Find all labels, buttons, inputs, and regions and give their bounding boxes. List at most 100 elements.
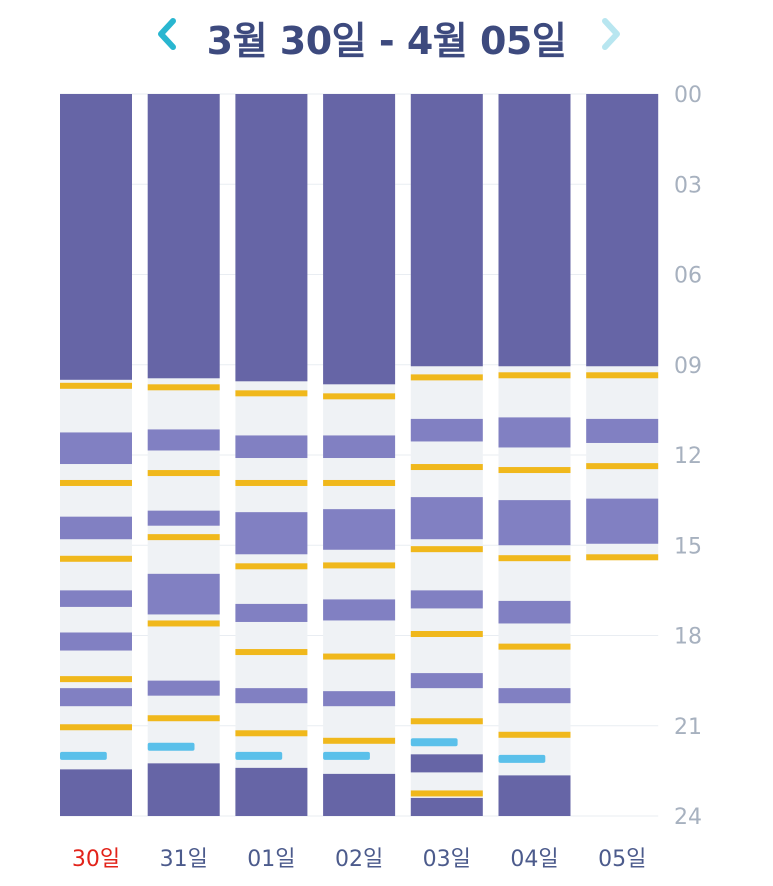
nap-block bbox=[498, 600, 571, 624]
day-label: 05일 bbox=[598, 847, 646, 872]
nap-block bbox=[235, 688, 308, 704]
nap-block bbox=[235, 435, 308, 459]
nap-block bbox=[498, 500, 571, 546]
feeding-marker bbox=[147, 470, 220, 477]
prev-week-button[interactable] bbox=[148, 14, 188, 54]
night-sleep-block bbox=[323, 94, 396, 385]
nap-block bbox=[498, 688, 571, 704]
hour-tick-label: 06 bbox=[674, 264, 702, 289]
hour-tick-label: 24 bbox=[674, 805, 702, 830]
feeding-marker bbox=[323, 653, 396, 660]
day-label: 30일 bbox=[72, 847, 120, 872]
feeding-marker bbox=[235, 563, 308, 570]
nap-block bbox=[60, 688, 132, 707]
nap-block bbox=[323, 435, 396, 459]
feeding-marker bbox=[410, 630, 483, 637]
feeding-marker bbox=[235, 390, 308, 397]
feeding-marker bbox=[323, 562, 396, 569]
night-sleep-block bbox=[60, 769, 132, 816]
night-sleep-block bbox=[410, 754, 483, 773]
nap-block bbox=[60, 632, 132, 651]
hour-tick-label: 18 bbox=[674, 625, 702, 650]
feeding-marker bbox=[498, 555, 571, 562]
event-marker bbox=[147, 742, 195, 751]
nap-block bbox=[410, 673, 483, 689]
chevron-right-icon bbox=[602, 18, 620, 50]
night-sleep-block bbox=[586, 94, 659, 367]
event-marker bbox=[498, 754, 546, 763]
nap-block bbox=[410, 418, 483, 442]
feeding-marker bbox=[235, 479, 308, 486]
feeding-marker bbox=[60, 676, 132, 683]
day-label: 31일 bbox=[160, 847, 208, 872]
next-week-button[interactable] bbox=[590, 14, 630, 54]
day-label: 03일 bbox=[423, 847, 471, 872]
feeding-marker bbox=[586, 463, 659, 470]
nap-block bbox=[410, 590, 483, 609]
nap-block bbox=[60, 516, 132, 540]
hour-tick-label: 03 bbox=[674, 173, 702, 198]
nap-block bbox=[323, 691, 396, 707]
feeding-marker bbox=[323, 479, 396, 486]
chevron-left-icon bbox=[158, 18, 176, 50]
feeding-marker bbox=[147, 620, 220, 627]
night-sleep-block bbox=[60, 94, 132, 380]
night-sleep-block bbox=[147, 763, 220, 816]
hour-tick-label: 09 bbox=[674, 354, 702, 379]
nap-block bbox=[410, 497, 483, 540]
feeding-marker bbox=[147, 715, 220, 722]
feeding-marker bbox=[60, 724, 132, 731]
nap-block bbox=[60, 432, 132, 465]
feeding-marker bbox=[235, 730, 308, 737]
event-marker bbox=[323, 751, 370, 760]
day-label: 02일 bbox=[335, 847, 383, 872]
feeding-marker bbox=[410, 790, 483, 797]
feeding-marker bbox=[498, 731, 571, 738]
night-sleep-block bbox=[498, 775, 571, 816]
nap-block bbox=[235, 603, 308, 622]
week-header: 3월 30일 - 4월 05일 bbox=[0, 0, 773, 80]
feeding-marker bbox=[586, 372, 659, 379]
feeding-marker bbox=[586, 554, 659, 561]
hour-tick-label: 21 bbox=[674, 715, 702, 740]
week-range-title: 3월 30일 - 4월 05일 bbox=[206, 19, 567, 63]
nap-block bbox=[323, 509, 396, 550]
feeding-marker bbox=[498, 372, 571, 379]
day-label: 04일 bbox=[510, 847, 558, 872]
event-marker bbox=[410, 738, 458, 747]
feeding-marker bbox=[60, 382, 132, 389]
feeding-marker bbox=[323, 737, 396, 744]
nap-block bbox=[498, 417, 571, 448]
feeding-marker bbox=[147, 534, 220, 541]
feeding-marker bbox=[498, 467, 571, 474]
feeding-marker bbox=[323, 393, 396, 400]
feeding-marker bbox=[410, 464, 483, 471]
feeding-marker bbox=[410, 374, 483, 381]
night-sleep-block bbox=[410, 797, 483, 816]
feeding-marker bbox=[410, 718, 483, 725]
night-sleep-block bbox=[147, 94, 220, 379]
nap-block bbox=[323, 599, 396, 621]
hour-tick-label: 12 bbox=[674, 444, 702, 469]
event-marker bbox=[60, 751, 107, 760]
night-sleep-block bbox=[410, 94, 483, 367]
nap-block bbox=[586, 498, 659, 544]
nap-block bbox=[60, 590, 132, 607]
hour-tick-label: 00 bbox=[674, 83, 702, 108]
nap-block bbox=[147, 429, 220, 451]
night-sleep-block bbox=[235, 767, 308, 816]
feeding-marker bbox=[235, 649, 308, 656]
feeding-marker bbox=[410, 546, 483, 553]
night-sleep-block bbox=[323, 773, 396, 816]
feeding-marker bbox=[60, 555, 132, 562]
feeding-marker bbox=[147, 384, 220, 391]
event-marker bbox=[235, 751, 283, 760]
day-label: 01일 bbox=[247, 847, 295, 872]
nap-block bbox=[147, 510, 220, 526]
nap-block bbox=[147, 680, 220, 696]
night-sleep-block bbox=[235, 94, 308, 382]
feeding-marker bbox=[498, 643, 571, 650]
night-sleep-block bbox=[498, 94, 571, 367]
feeding-marker bbox=[60, 479, 132, 486]
